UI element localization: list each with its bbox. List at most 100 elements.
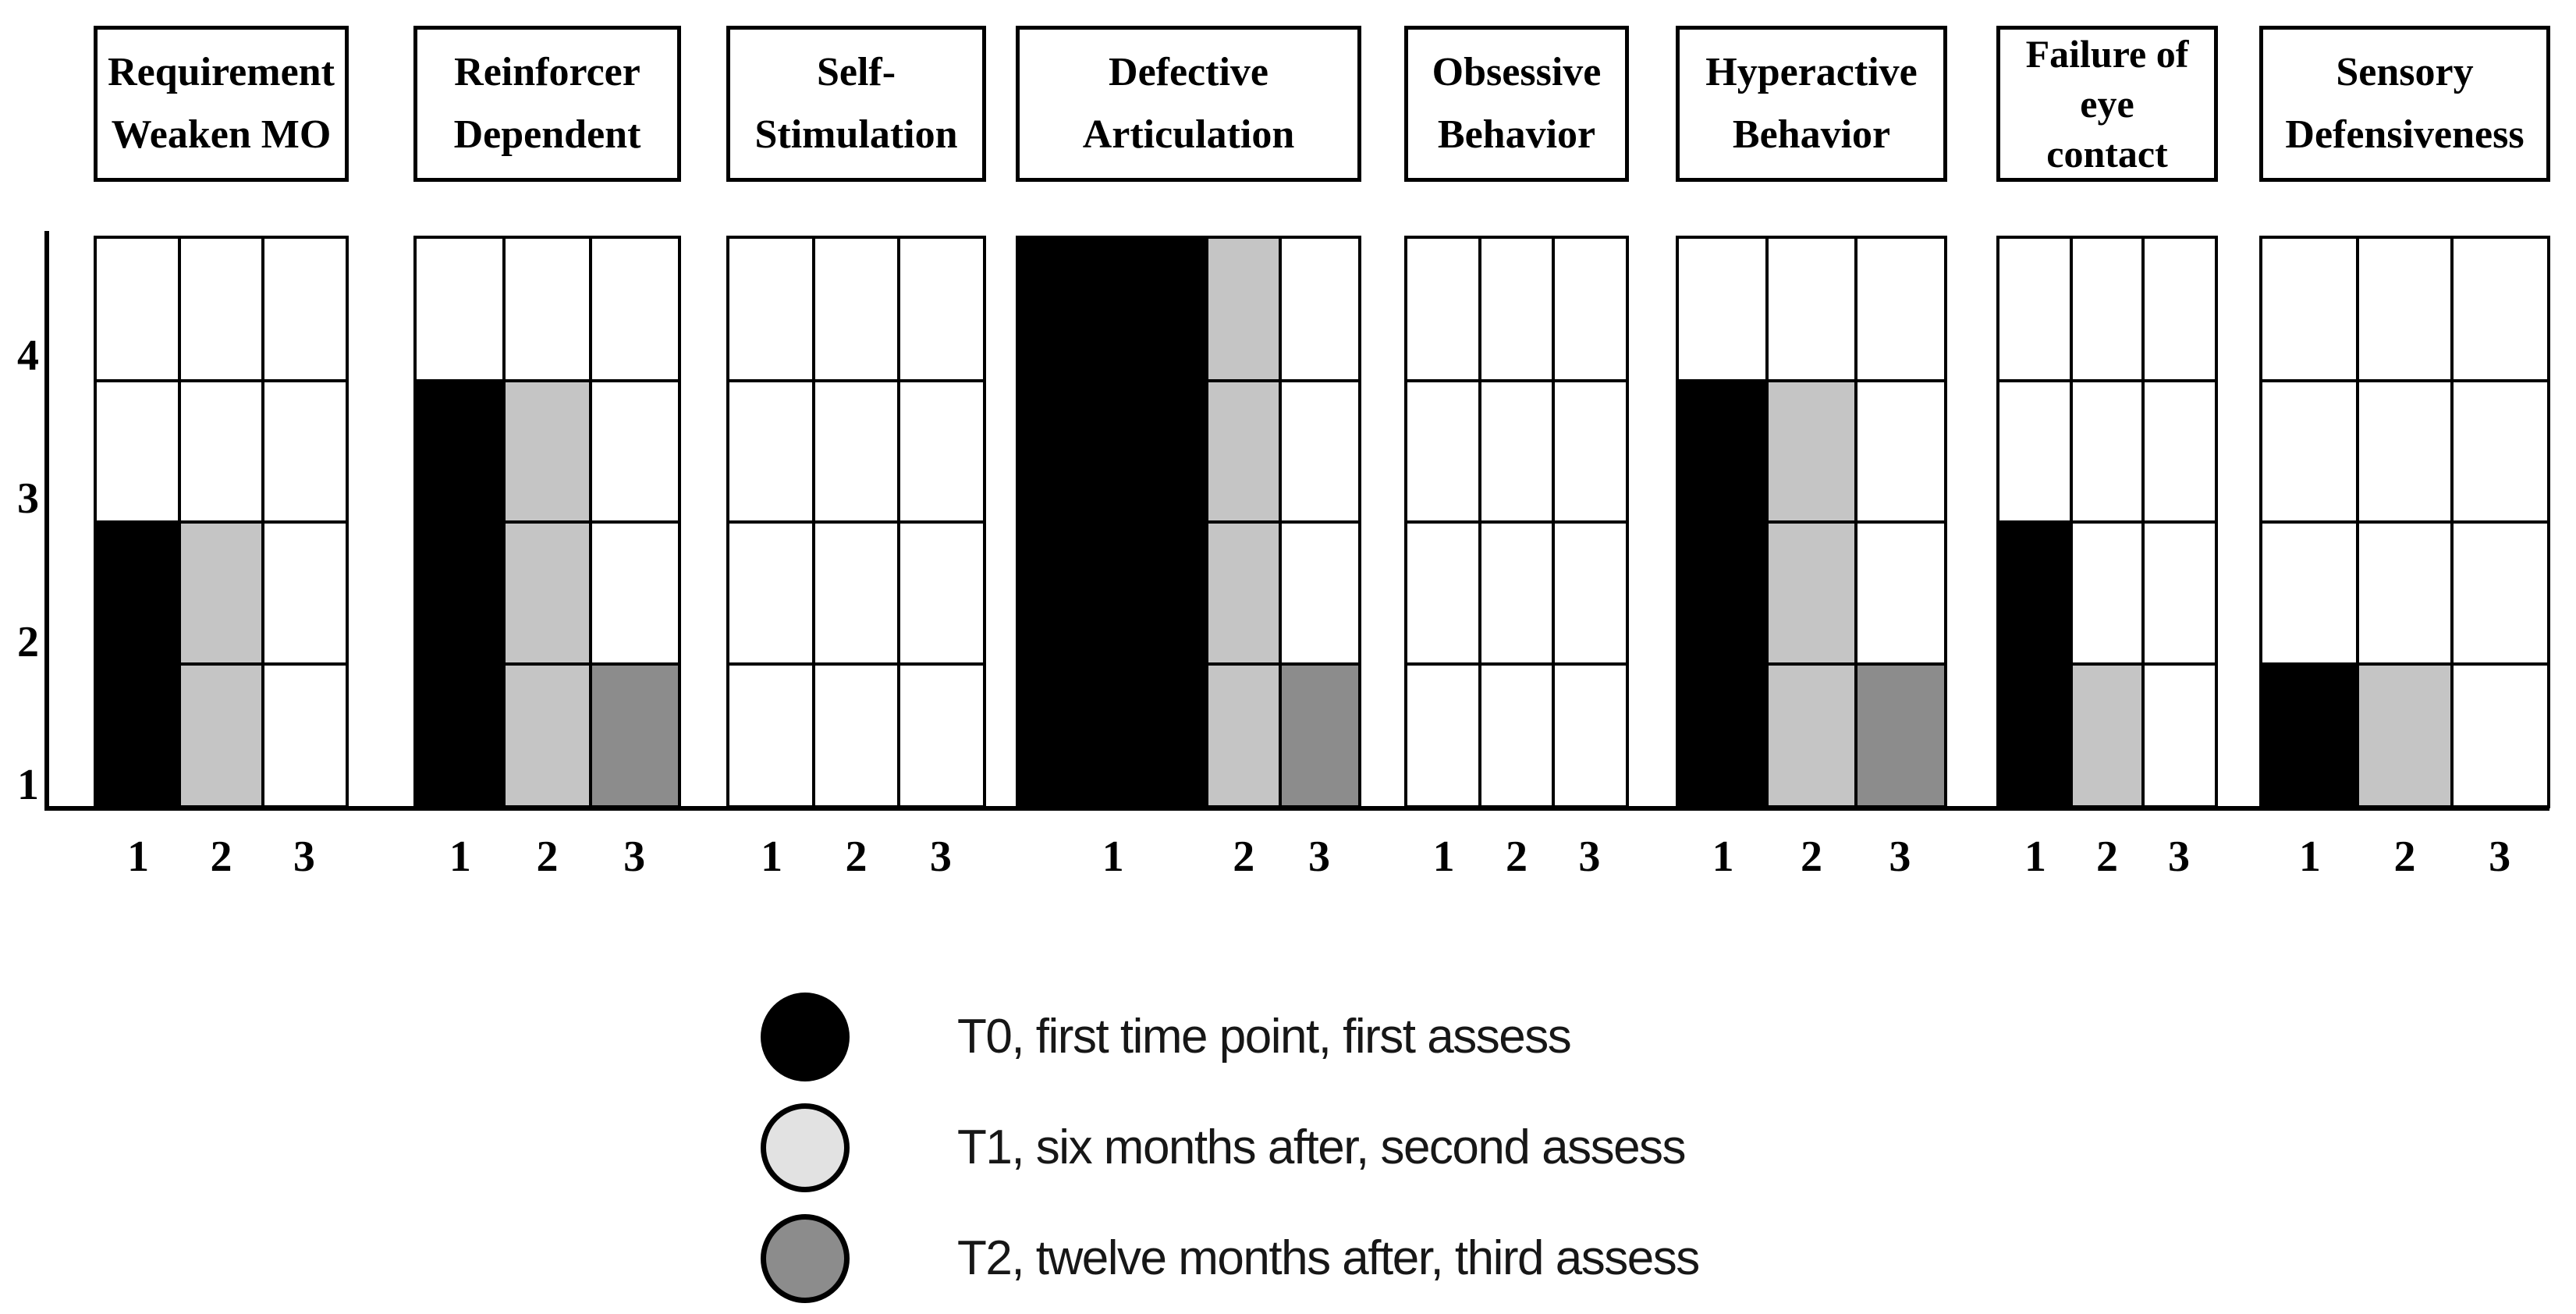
bar-t2-hyperactive-behavior — [1855, 663, 1944, 805]
y-tick-label: 4 — [17, 331, 39, 380]
gridline-h — [97, 520, 346, 524]
bar-t1-sensory-defensiveness — [2357, 663, 2453, 805]
panel-hyperactive-behavior — [1676, 236, 1947, 808]
x-tick-label: 2 — [210, 833, 232, 881]
gridline-h — [729, 378, 983, 382]
x-tick-label: 3 — [1308, 833, 1330, 881]
gridline-h — [1999, 378, 2215, 382]
x-tick-label: 1 — [1102, 833, 1124, 881]
x-tick-label: 2 — [2393, 833, 2416, 881]
gridline-v — [1854, 239, 1857, 805]
panel-title-line: Articulation — [1082, 112, 1295, 158]
x-tick-label: 1 — [127, 833, 150, 881]
panel-grid-hyperactive-behavior — [1679, 239, 1944, 805]
bar-t0-sensory-defensiveness — [2262, 663, 2358, 805]
bar-t1-hyperactive-behavior — [1767, 380, 1856, 805]
panel-reinforcer-dependent — [413, 236, 681, 808]
panel-title-sensory-defensiveness: Sensory Defensiveness — [2259, 26, 2550, 182]
gridline-v — [2450, 239, 2454, 805]
gridline-h — [2262, 378, 2547, 382]
panel-title-defective-articulation: Defective Articulation — [1016, 26, 1361, 182]
panel-grid-failure-of-eye-contact — [1999, 239, 2215, 805]
gridline-v — [178, 239, 182, 805]
panel-title-line: Self- — [816, 49, 896, 94]
panel-title-line: Stimulation — [754, 112, 958, 158]
panel-title-line: eye — [2080, 82, 2134, 126]
bar-t2-reinforcer-dependent — [591, 663, 678, 805]
panel-grid-defective-articulation — [1019, 239, 1358, 805]
gridline-v — [1205, 239, 1209, 805]
x-tick-label: 2 — [1506, 833, 1528, 881]
x-axis-line — [44, 806, 2549, 811]
gridline-h — [2262, 520, 2547, 524]
panel-obsessive-behavior — [1404, 236, 1629, 808]
panel-title-line: Sensory — [2336, 49, 2474, 94]
gridline-h — [1407, 662, 1626, 666]
panel-requirement-weaken-mo — [94, 236, 349, 808]
bar-t2-defective-articulation — [1279, 663, 1358, 805]
x-tick-label: 2 — [536, 833, 559, 881]
gridline-v — [812, 239, 816, 805]
panel-title-line: Behavior — [1437, 112, 1596, 158]
bar-t0-hyperactive-behavior — [1679, 380, 1768, 805]
gridline-h — [97, 662, 346, 666]
gridline-v — [589, 239, 593, 805]
gridline-h — [97, 378, 346, 382]
legend-label-t1: T1, six months after, second assess — [957, 1120, 1687, 1174]
x-tick-label: 1 — [761, 833, 783, 881]
panel-title-reinforcer-dependent: Reinforcer Dependent — [413, 26, 681, 182]
gridline-h — [1019, 520, 1358, 524]
gridline-h — [2262, 662, 2547, 666]
x-tick-label: 3 — [2168, 833, 2190, 881]
panel-title-line: Weaken MO — [111, 112, 332, 158]
panel-title-line: Dependent — [453, 112, 641, 158]
gridline-h — [1679, 662, 1944, 666]
x-tick-label: 1 — [449, 833, 471, 881]
panel-self-stimulation — [726, 236, 986, 808]
gridline-h — [1019, 378, 1358, 382]
panel-title-line: Failure of — [2025, 32, 2189, 76]
bar-t1-failure-of-eye-contact — [2071, 663, 2143, 805]
gridline-v — [2141, 239, 2145, 805]
panel-title-self-stimulation: Self- Stimulation — [726, 26, 986, 182]
x-tick-label: 2 — [1233, 833, 1255, 881]
y-axis-line — [44, 231, 49, 811]
x-tick-label: 1 — [1432, 833, 1455, 881]
gridline-h — [1407, 378, 1626, 382]
gridline-h — [1407, 520, 1626, 524]
gridline-h — [1679, 378, 1944, 382]
gridline-v — [261, 239, 264, 805]
legend-swatch-t1-circle-icon — [761, 1103, 850, 1192]
panel-title-line: Requirement — [108, 49, 335, 94]
panel-defective-articulation — [1016, 236, 1361, 808]
gridline-v — [1765, 239, 1769, 805]
panel-grid-sensory-defensiveness — [2262, 239, 2547, 805]
gridline-h — [1999, 520, 2215, 524]
panel-title-line: Obsessive — [1432, 49, 1602, 94]
x-tick-label: 1 — [2024, 833, 2046, 881]
legend-label-t2: T2, twelve months after, third assess — [957, 1231, 1700, 1285]
gridline-h — [729, 520, 983, 524]
x-tick-label: 3 — [1578, 833, 1601, 881]
legend-label-t0: T0, first time point, first assess — [957, 1010, 1572, 1064]
x-tick-label: 2 — [1801, 833, 1822, 881]
gridline-v — [502, 239, 506, 805]
panel-title-line: Reinforcer — [454, 49, 640, 94]
panel-title-hyperactive-behavior: Hyperactive Behavior — [1676, 26, 1947, 182]
gridline-v — [2070, 239, 2073, 805]
panel-sensory-defensiveness — [2259, 236, 2550, 808]
x-tick-label: 1 — [2298, 833, 2321, 881]
x-tick-label: 3 — [1889, 833, 1911, 881]
panel-title-line: Defective — [1109, 49, 1268, 94]
gridline-h — [417, 662, 678, 666]
y-tick-label: 2 — [17, 617, 39, 666]
y-tick-label: 3 — [17, 474, 39, 523]
x-tick-label: 3 — [293, 833, 315, 881]
gridline-h — [417, 378, 678, 382]
panel-title-line: Behavior — [1732, 112, 1891, 158]
legend-swatch-t2-circle-icon — [761, 1214, 850, 1303]
x-tick-label: 3 — [929, 833, 952, 881]
legend-swatch-t0-circle-icon — [761, 993, 850, 1081]
gridline-v — [1478, 239, 1482, 805]
